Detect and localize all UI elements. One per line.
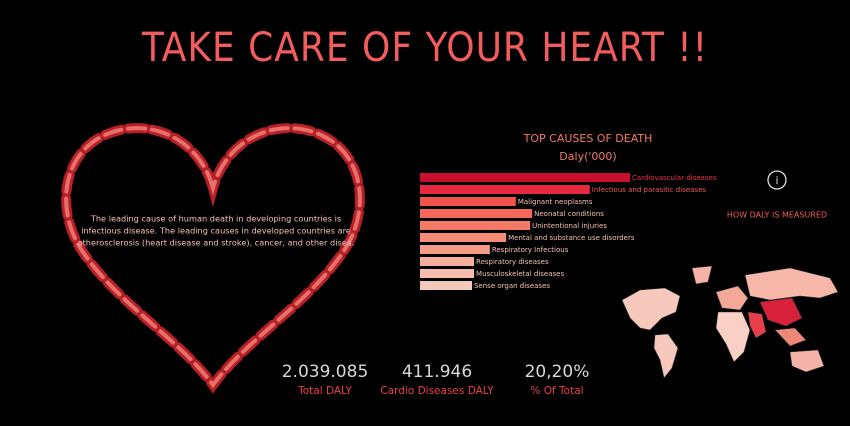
map-region bbox=[774, 327, 807, 347]
heart bbox=[61, 123, 365, 394]
bar-label: Neonatal conditions bbox=[534, 210, 604, 218]
bar bbox=[420, 221, 531, 230]
chart-subtitle: Daly('000) bbox=[559, 150, 616, 163]
map-region bbox=[715, 285, 749, 311]
map-region bbox=[747, 311, 767, 339]
map-region bbox=[744, 267, 839, 301]
bar-chart: Cardiovascular diseases Infectious and pa… bbox=[420, 173, 717, 290]
bar bbox=[420, 185, 590, 194]
heart-text: infectious disease. The leading causes i… bbox=[81, 226, 351, 236]
bar bbox=[420, 233, 507, 242]
bar-label: Respiratory Infectious bbox=[492, 246, 569, 254]
map-region bbox=[691, 265, 713, 285]
heart-text: The leading cause of human death in deve… bbox=[90, 214, 341, 224]
kpi-value: 2.039.085 bbox=[282, 362, 369, 382]
bar-label: Musculoskeletal diseases bbox=[476, 270, 564, 278]
bar bbox=[420, 269, 475, 278]
map-region bbox=[759, 297, 803, 327]
bar-label: Respiratory diseases bbox=[476, 258, 549, 266]
world-map bbox=[621, 265, 839, 379]
bar bbox=[420, 281, 472, 290]
map-region bbox=[653, 333, 679, 379]
bar bbox=[420, 245, 490, 254]
bar-label: Mental and substance use disorders bbox=[508, 234, 635, 242]
info-icon[interactable] bbox=[767, 170, 787, 190]
page-title: TAKE CARE OF YOUR HEART !! bbox=[141, 25, 708, 71]
kpis: 2.039.085 Total DALY 411.946 Cardio Disease… bbox=[282, 362, 590, 397]
map-region bbox=[621, 287, 681, 331]
bar bbox=[420, 257, 475, 266]
bar-label: Unintentional injuries bbox=[532, 222, 607, 230]
bar bbox=[420, 197, 516, 206]
map-region bbox=[715, 311, 751, 363]
heart-text: atherosclerosis (heart disease and strok… bbox=[78, 238, 355, 248]
bar-label: Malignant neoplasms bbox=[518, 198, 593, 206]
chart-title: TOP CAUSES OF DEATH bbox=[523, 132, 653, 145]
map-region bbox=[789, 349, 825, 373]
info-link[interactable]: HOW DALY IS MEASURED bbox=[727, 211, 827, 220]
bar-label: Cardiovascular diseases bbox=[632, 174, 717, 182]
kpi-label: % Of Total bbox=[530, 385, 583, 397]
bar bbox=[420, 209, 533, 218]
heart-outline bbox=[61, 123, 365, 394]
bar-label: Infectious and parasitic diseases bbox=[592, 186, 707, 194]
kpi-value: 20,20% bbox=[525, 362, 590, 382]
kpi-value: 411.946 bbox=[402, 362, 472, 382]
bar bbox=[420, 173, 630, 182]
bar-label: Sense organ diseases bbox=[474, 282, 550, 290]
kpi-label: Total DALY bbox=[297, 385, 352, 397]
heart-highlight bbox=[64, 126, 362, 389]
info-icon-text[interactable]: i bbox=[775, 174, 778, 187]
kpi-label: Cardio Diseases DALY bbox=[380, 385, 494, 397]
